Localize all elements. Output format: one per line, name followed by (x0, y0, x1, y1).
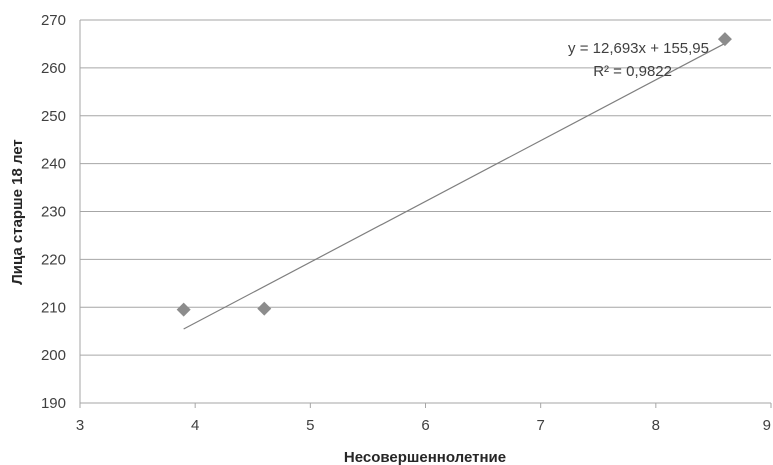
x-tick-label: 9 (763, 417, 771, 434)
y-tick-label: 260 (41, 60, 66, 77)
y-tick-label: 250 (41, 108, 66, 125)
x-tick-labels: 3 4 5 6 7 8 9 (76, 417, 771, 434)
trendline-r-squared: R² = 0,9822 (593, 63, 672, 80)
x-tick-label: 8 (652, 417, 660, 434)
y-tick-labels: 190 200 210 220 230 240 250 260 270 (41, 12, 66, 412)
y-tick-label: 230 (41, 204, 66, 221)
data-point (176, 302, 191, 317)
data-point (257, 301, 272, 316)
x-tick-label: 4 (191, 417, 199, 434)
x-tick-label: 5 (306, 417, 314, 434)
trendline (183, 42, 726, 330)
x-tick-label: 7 (536, 417, 544, 434)
data-point (717, 32, 732, 47)
gridlines (79, 19, 772, 408)
x-tick-label: 3 (76, 417, 84, 434)
y-axis-title: Лица старше 18 лет (9, 139, 26, 285)
y-tick-label: 270 (41, 12, 66, 29)
data-points (176, 32, 732, 317)
x-axis-title: Несовершеннолетние (344, 449, 506, 465)
trendline-equation: y = 12,693x + 155,95 (568, 40, 709, 57)
y-tick-label: 240 (41, 156, 66, 173)
x-tick-label: 6 (421, 417, 429, 434)
y-tick-label: 200 (41, 347, 66, 364)
y-tick-label: 190 (41, 395, 66, 412)
y-tick-label: 220 (41, 251, 66, 268)
y-tick-label: 210 (41, 299, 66, 316)
